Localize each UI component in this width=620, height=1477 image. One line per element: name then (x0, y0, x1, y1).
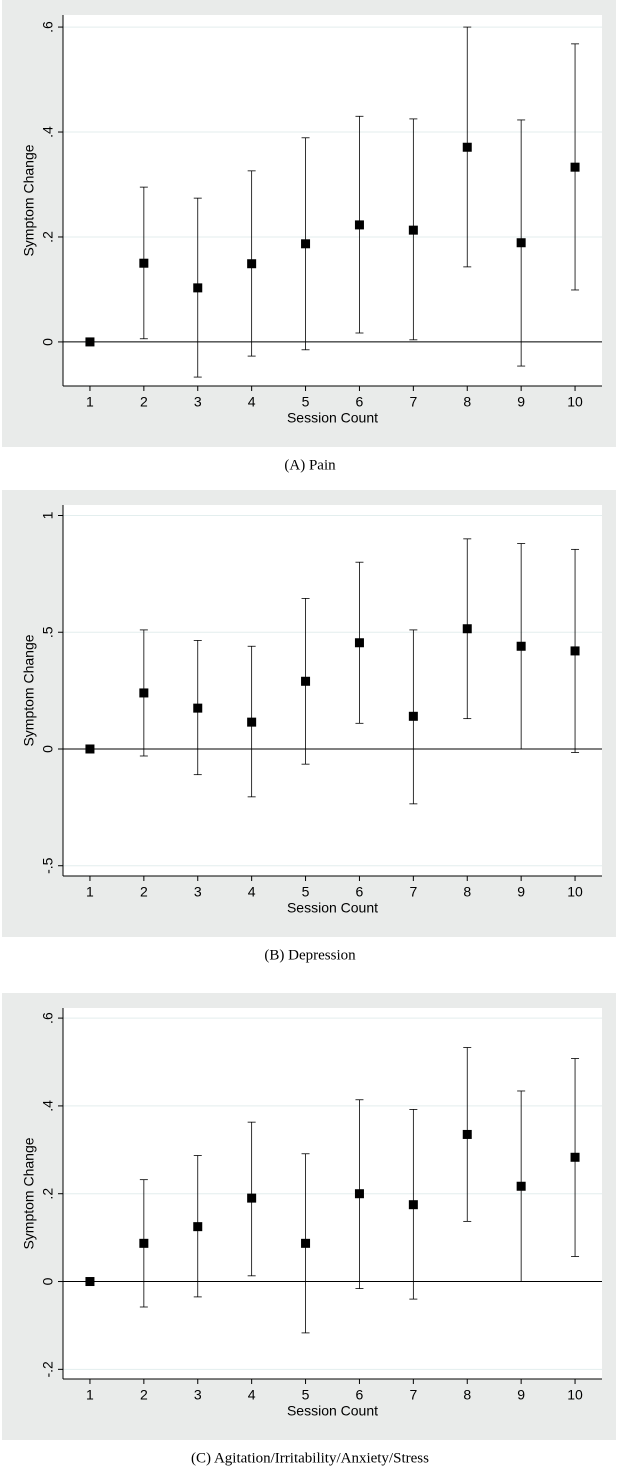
point (139, 688, 149, 698)
x-tick-label: 6 (356, 394, 364, 410)
point (408, 1200, 418, 1210)
x-tick-label: 7 (409, 884, 417, 900)
point (462, 624, 472, 634)
x-tick-label: 8 (463, 394, 471, 410)
caption: (A) Pain (284, 457, 336, 473)
point (193, 1222, 203, 1232)
x-tick-label: 10 (567, 884, 583, 900)
y-tick-label: -.2 (40, 1361, 56, 1378)
x-tick-label: 6 (356, 884, 364, 900)
x-tick-label: 4 (248, 1387, 256, 1403)
y-axis-title: Symptom Change (21, 1137, 37, 1249)
x-tick-label: 8 (463, 1387, 471, 1403)
point (570, 646, 580, 656)
x-tick-label: 10 (567, 394, 583, 410)
point (193, 703, 203, 713)
x-tick-label: 9 (517, 1387, 525, 1403)
y-tick-label: .4 (40, 1100, 56, 1112)
y-tick-label: .6 (40, 21, 56, 33)
y-tick-label: .6 (40, 1012, 56, 1024)
point (462, 142, 472, 152)
y-tick-label: 0 (40, 338, 56, 346)
point (354, 220, 364, 230)
point (516, 1181, 526, 1191)
x-tick-label: 2 (140, 1387, 148, 1403)
point (354, 638, 364, 648)
point (408, 225, 418, 235)
x-tick-label: 3 (194, 1387, 202, 1403)
x-tick-label: 6 (356, 1387, 364, 1403)
x-axis-title: Session Count (287, 410, 378, 426)
point (139, 1238, 149, 1248)
plot-area (63, 15, 602, 386)
point (462, 1129, 472, 1139)
x-tick-label: 1 (86, 1387, 94, 1403)
y-tick-label: 0 (40, 745, 56, 753)
x-tick-label: 2 (140, 394, 148, 410)
x-axis-title: Session Count (287, 1403, 378, 1419)
y-axis-title: Symptom Change (21, 144, 37, 256)
point (247, 1193, 257, 1203)
point (247, 259, 257, 269)
point (570, 162, 580, 172)
point (85, 744, 95, 754)
x-axis-title: Session Count (287, 900, 378, 916)
x-tick-label: 4 (248, 394, 256, 410)
y-tick-label: -.5 (40, 857, 56, 874)
y-tick-label: 1 (40, 511, 56, 519)
x-tick-label: 10 (567, 1387, 583, 1403)
x-tick-label: 7 (409, 1387, 417, 1403)
x-tick-label: 3 (194, 884, 202, 900)
caption: (B) Depression (264, 947, 356, 963)
x-tick-label: 9 (517, 394, 525, 410)
x-tick-label: 7 (409, 394, 417, 410)
x-tick-label: 5 (302, 884, 310, 900)
y-tick-label: 0 (40, 1277, 56, 1285)
point (301, 1238, 311, 1248)
point (85, 337, 95, 347)
x-tick-label: 4 (248, 884, 256, 900)
point (408, 711, 418, 721)
y-tick-label: .2 (40, 1188, 56, 1200)
x-tick-label: 8 (463, 884, 471, 900)
x-tick-label: 1 (86, 394, 94, 410)
point (516, 238, 526, 248)
x-tick-label: 5 (302, 394, 310, 410)
x-tick-label: 2 (140, 884, 148, 900)
x-tick-label: 1 (86, 884, 94, 900)
point (301, 239, 311, 249)
point (85, 1277, 95, 1287)
y-tick-label: .4 (40, 126, 56, 138)
y-tick-label: .2 (40, 231, 56, 243)
y-axis-title: Symptom Change (21, 634, 37, 746)
x-tick-label: 9 (517, 884, 525, 900)
x-tick-label: 3 (194, 394, 202, 410)
point (139, 258, 149, 268)
point (247, 717, 257, 727)
y-tick-label: .5 (40, 626, 56, 638)
x-tick-label: 5 (302, 1387, 310, 1403)
caption: (C) Agitation/Irritability/Anxiety/Stres… (191, 1450, 429, 1466)
point (354, 1189, 364, 1199)
point (301, 676, 311, 686)
point (193, 283, 203, 293)
point (516, 641, 526, 651)
point (570, 1152, 580, 1162)
plot-area (63, 505, 602, 876)
